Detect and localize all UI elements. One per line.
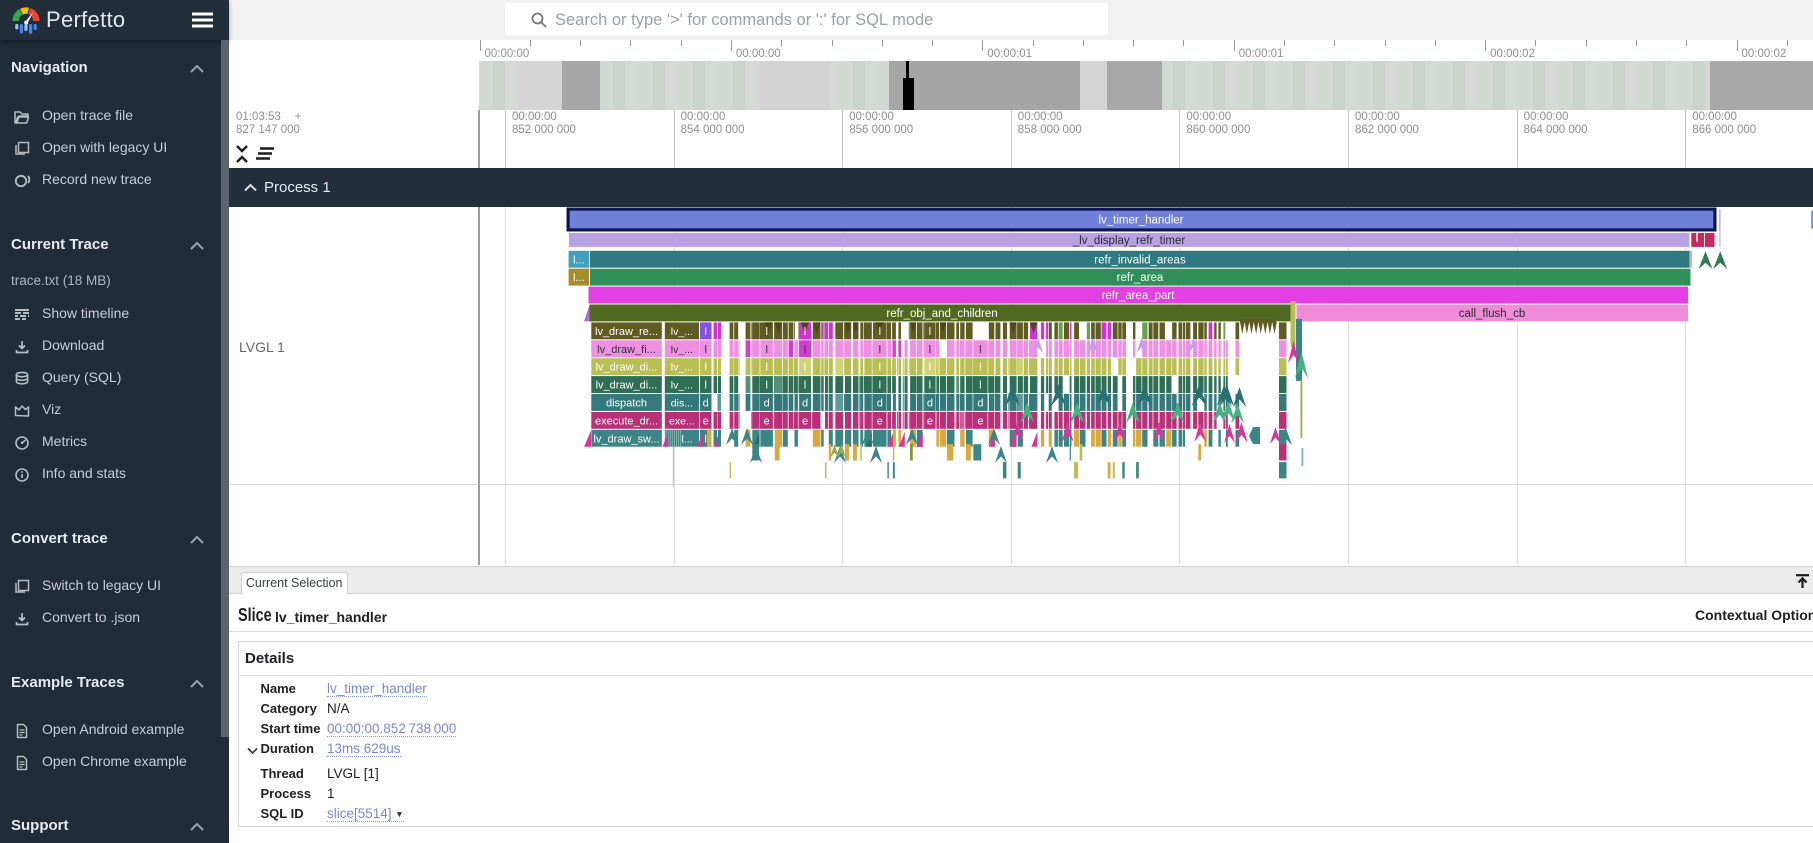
svg-text:execute_dr...: execute_dr...: [595, 415, 658, 427]
svg-text:refr_area: refr_area: [1117, 272, 1164, 284]
svg-text:l: l: [879, 362, 881, 374]
svg-text:l...: l...: [573, 272, 585, 284]
svg-text:l: l: [765, 362, 767, 374]
svg-text:lv_draw_fi...: lv_draw_fi...: [597, 344, 656, 356]
svg-text:e: e: [703, 415, 709, 427]
svg-text:refr_obj_and_children: refr_obj_and_children: [886, 308, 997, 320]
svg-text:l: l: [879, 326, 881, 338]
svg-text:lv_timer_handler: lv_timer_handler: [1098, 215, 1183, 227]
svg-text:l: l: [979, 344, 981, 356]
svg-text:refr_invalid_areas: refr_invalid_areas: [1094, 254, 1186, 266]
svg-text:l: l: [704, 362, 706, 374]
svg-text:l: l: [879, 344, 881, 356]
svg-text:e: e: [764, 415, 770, 427]
svg-text:l: l: [979, 362, 981, 374]
svg-text:l: l: [804, 326, 806, 338]
svg-text:_lv_display_refr_timer: _lv_display_refr_timer: [1072, 235, 1186, 247]
svg-text:d: d: [877, 398, 883, 410]
svg-text:lv_draw_di...: lv_draw_di...: [596, 380, 658, 392]
svg-text:e: e: [802, 415, 808, 427]
svg-text:l: l: [804, 344, 806, 356]
svg-text:l...: l...: [681, 433, 692, 445]
svg-text:e: e: [877, 415, 883, 427]
svg-text:d: d: [977, 398, 983, 410]
svg-text:d: d: [927, 398, 933, 410]
svg-text:l: l: [704, 380, 706, 392]
svg-text:d: d: [703, 398, 709, 410]
svg-text:lv_draw_di...: lv_draw_di...: [596, 362, 658, 374]
svg-text:l: l: [929, 380, 931, 392]
svg-text:e: e: [977, 415, 983, 427]
svg-text:dispatch: dispatch: [606, 398, 647, 410]
svg-text:l...: l...: [573, 254, 585, 266]
svg-text:call_flush_cb: call_flush_cb: [1459, 308, 1525, 320]
svg-text:lv_draw_sw...: lv_draw_sw...: [593, 433, 659, 445]
svg-text:refr_area_part: refr_area_part: [1102, 290, 1176, 302]
svg-text:l: l: [765, 344, 767, 356]
svg-text:l: l: [704, 326, 706, 338]
svg-text:l: l: [879, 380, 881, 392]
svg-text:l: l: [704, 433, 706, 445]
svg-text:l: l: [765, 380, 767, 392]
svg-text:l: l: [804, 362, 806, 374]
svg-text:l: l: [704, 344, 706, 356]
svg-text:l: l: [765, 326, 767, 338]
svg-text:l: l: [804, 380, 806, 392]
svg-text:d: d: [802, 398, 808, 410]
svg-text:lv_draw_re...: lv_draw_re...: [595, 326, 658, 338]
svg-text:l: l: [929, 362, 931, 374]
svg-text:l: l: [929, 326, 931, 338]
svg-text:e: e: [927, 415, 933, 427]
svg-text:d: d: [764, 398, 770, 410]
svg-text:l: l: [979, 380, 981, 392]
svg-text:l: l: [929, 344, 931, 356]
